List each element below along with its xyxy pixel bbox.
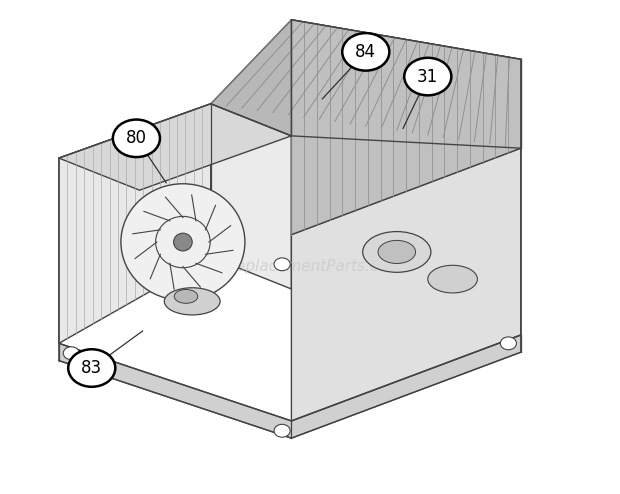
Text: 80: 80: [126, 129, 147, 147]
Ellipse shape: [164, 288, 220, 315]
Circle shape: [68, 349, 115, 387]
Polygon shape: [291, 148, 521, 421]
Text: eReplacementParts.com: eReplacementParts.com: [216, 259, 404, 274]
Circle shape: [113, 120, 160, 157]
Circle shape: [63, 347, 79, 360]
Polygon shape: [59, 104, 291, 190]
Ellipse shape: [121, 184, 245, 300]
Ellipse shape: [363, 232, 431, 272]
Text: 84: 84: [355, 43, 376, 61]
Ellipse shape: [378, 241, 415, 263]
Circle shape: [342, 33, 389, 71]
Ellipse shape: [174, 289, 198, 303]
Polygon shape: [211, 104, 291, 289]
Polygon shape: [291, 20, 521, 235]
Circle shape: [500, 337, 516, 350]
Circle shape: [274, 258, 290, 271]
Circle shape: [274, 424, 290, 437]
Polygon shape: [211, 20, 521, 148]
Circle shape: [404, 58, 451, 95]
Ellipse shape: [174, 233, 192, 251]
Ellipse shape: [428, 265, 477, 293]
Polygon shape: [59, 104, 211, 343]
Text: 31: 31: [417, 68, 438, 85]
Text: 83: 83: [81, 359, 102, 377]
Polygon shape: [59, 335, 521, 438]
